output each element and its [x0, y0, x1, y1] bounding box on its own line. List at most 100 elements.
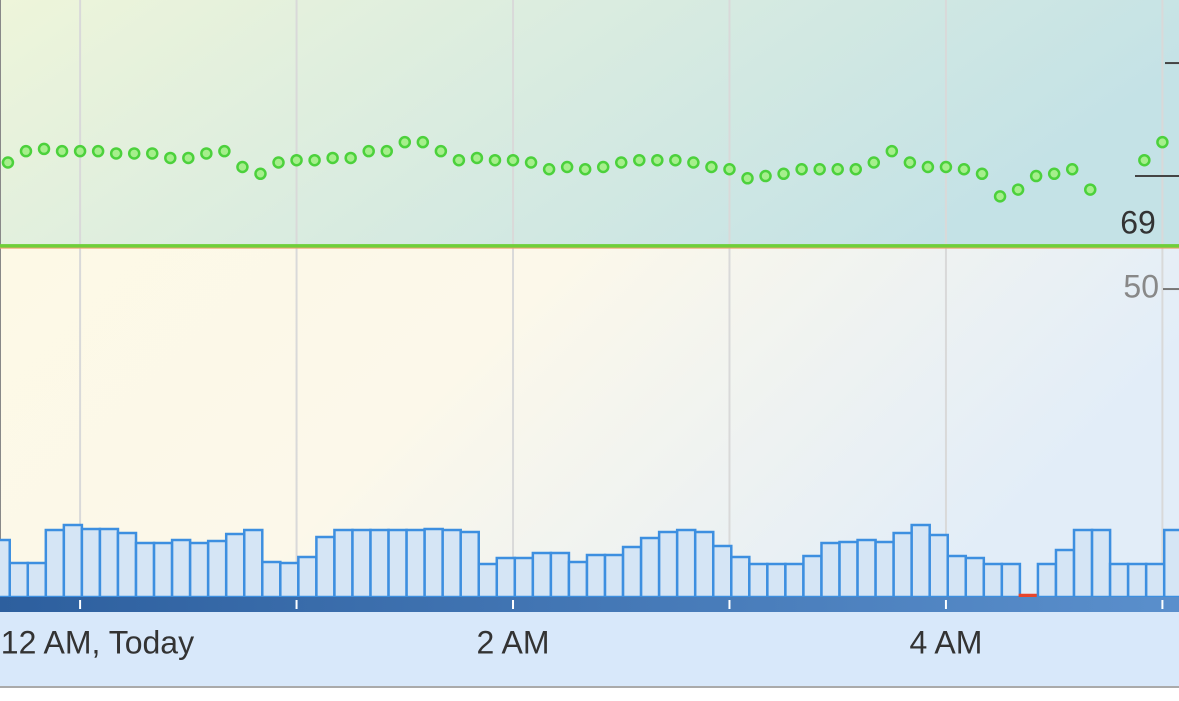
glucose-dot — [452, 153, 466, 167]
insulin-bar — [730, 555, 751, 599]
insulin-bar — [1108, 562, 1130, 599]
insulin-bar — [874, 540, 895, 599]
glucose-dot — [885, 144, 899, 158]
insulin-bar — [1054, 548, 1076, 599]
insulin-bar — [784, 562, 805, 599]
x-tick-label: 4 AM — [909, 624, 982, 660]
insulin-bar — [1000, 562, 1022, 599]
insulin-bar — [585, 553, 607, 599]
glucose-dot — [109, 147, 123, 160]
glucose-dot — [705, 160, 718, 174]
glucose-dot — [777, 167, 790, 181]
glucose-dot — [993, 190, 1007, 203]
glucose-dot — [37, 142, 51, 156]
glucose-dot — [759, 169, 772, 183]
glucose-dot — [398, 135, 412, 149]
glucose-dot — [19, 144, 33, 158]
glucose-dot — [1047, 167, 1061, 181]
insulin-bar — [351, 528, 372, 599]
axis: 69 50 12 AM, Today 2 AM 4 AM — [0, 62, 1179, 660]
insulin-bar — [0, 538, 11, 599]
insulin-bar — [567, 560, 589, 599]
glucose-dot — [560, 160, 574, 174]
insulin-bar — [297, 555, 318, 599]
insulin-bar — [44, 528, 66, 599]
glucose-dot — [55, 144, 69, 158]
insulin-bar — [657, 530, 679, 599]
glucose-dot — [957, 163, 971, 176]
glucose-dot — [939, 160, 953, 174]
glucose-dot — [813, 163, 826, 176]
insulin-bar — [1144, 562, 1166, 599]
glucose-dot — [542, 163, 556, 176]
insulin-bar — [513, 556, 535, 599]
glucose-dot — [614, 156, 628, 169]
glucose-dot — [1029, 169, 1043, 183]
insulin-bar — [116, 531, 138, 599]
glucose-dot — [921, 160, 935, 174]
insulin-bar — [1090, 528, 1112, 599]
glucose-dot — [867, 156, 881, 169]
glucose-dot — [506, 153, 520, 167]
insulin-bar — [748, 562, 769, 599]
glucose-dot — [1011, 183, 1025, 196]
insulin-bar — [1072, 528, 1094, 599]
glucose-dot — [380, 144, 393, 158]
glucose-dot — [344, 151, 357, 165]
insulin-bar — [315, 535, 336, 599]
insulin-bar — [224, 532, 246, 599]
glucose-dot — [488, 153, 502, 167]
insulin-bar — [856, 538, 877, 599]
insulin-bar — [549, 551, 571, 599]
axis-strip — [0, 597, 1179, 612]
insulin-bar — [152, 541, 174, 599]
insulin-bar — [603, 553, 625, 599]
x-tick-label: 2 AM — [477, 624, 550, 660]
insulin-bar — [423, 527, 444, 599]
y-tick-label: 50 — [1123, 268, 1159, 304]
insulin-bar — [62, 523, 84, 599]
insulin-bar — [1036, 562, 1058, 599]
glucose-dot — [218, 144, 231, 158]
insulin-bar — [80, 527, 102, 599]
glucose-dot — [1138, 153, 1151, 167]
glucose-dot — [164, 151, 177, 165]
insulin-bar — [621, 545, 643, 599]
glucose-dot — [741, 172, 754, 185]
insulin-bar — [928, 533, 949, 599]
glucose-dot — [903, 156, 917, 169]
glucose-dot — [687, 156, 700, 169]
threshold-line — [0, 244, 1179, 249]
glucose-dot — [1084, 183, 1097, 196]
grid — [0, 0, 1179, 597]
insulin-bar — [693, 530, 715, 599]
glucose-dot — [1156, 135, 1169, 149]
glucose-dot — [290, 153, 303, 167]
glucose-dot — [669, 153, 682, 167]
glucose-dot — [73, 144, 87, 158]
glucose-dot — [723, 163, 736, 176]
axis-band — [0, 612, 1179, 686]
insulin-bar — [261, 560, 282, 599]
insulin-bar — [531, 551, 553, 599]
threshold-label: 69 — [1120, 205, 1156, 241]
insulin-bar — [279, 561, 300, 599]
glucose-dot — [651, 153, 664, 167]
insulin-bar — [441, 528, 462, 599]
insulin-bar — [946, 554, 968, 599]
target-band — [0, 0, 1179, 246]
insulin-bar — [387, 528, 408, 599]
insulin-bar — [910, 523, 931, 599]
insulin-bar — [188, 541, 210, 599]
glucose-dot — [254, 167, 267, 181]
insulin-bar — [892, 531, 913, 599]
glucose-dot — [272, 156, 285, 169]
glucose-dot — [127, 147, 141, 160]
insulin-bar — [242, 528, 264, 599]
insulin-bar — [675, 528, 697, 599]
insulin-bar — [206, 539, 228, 599]
insulin-bar — [170, 538, 192, 599]
insulin-bar — [711, 544, 733, 599]
insulin-bar — [477, 562, 499, 599]
